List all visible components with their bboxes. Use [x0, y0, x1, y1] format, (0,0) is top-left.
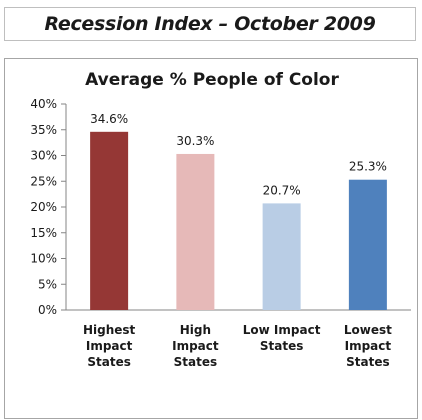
- category-label: Impact: [172, 339, 219, 353]
- data-label: 34.6%: [90, 112, 128, 126]
- y-tick-label: 30%: [30, 149, 57, 163]
- header-title: Recession Index – October 2009: [44, 13, 376, 35]
- bars: [90, 131, 387, 310]
- y-tick-label: 10%: [30, 252, 57, 266]
- bar: [262, 203, 301, 310]
- category-labels: Highest Impact States High Impact States Low I…: [83, 323, 392, 369]
- data-label: 20.7%: [263, 183, 301, 197]
- category-label: Lowest: [344, 323, 392, 337]
- data-labels: 34.6% 30.3% 20.7% 25.3%: [90, 112, 387, 198]
- data-label: 30.3%: [176, 134, 214, 148]
- category-label: States: [174, 355, 218, 369]
- chart-title: Average % People of Color: [85, 70, 339, 90]
- category-label: Impact: [345, 339, 392, 353]
- chart-frame: Average % People of Color 40% 35% 30% 25% 20…: [4, 58, 418, 419]
- category-label: Highest: [83, 323, 136, 337]
- y-tick-label: 40%: [30, 97, 57, 111]
- category-label: High: [180, 323, 211, 337]
- y-ticks: 40% 35% 30% 25% 20% 15% 10% 5% 0%: [30, 97, 66, 317]
- category-label: Low Impact: [243, 323, 321, 337]
- y-tick-label: 0%: [38, 303, 57, 317]
- bar: [90, 131, 129, 310]
- bar: [348, 179, 387, 310]
- y-tick-label: 20%: [30, 200, 57, 214]
- bar: [176, 153, 215, 310]
- y-tick-label: 25%: [30, 174, 57, 188]
- data-label: 25.3%: [349, 160, 387, 174]
- category-label: States: [87, 355, 131, 369]
- category-label: States: [346, 355, 390, 369]
- category-label: Impact: [86, 339, 133, 353]
- y-tick-label: 35%: [30, 123, 57, 137]
- y-tick-label: 5%: [38, 277, 57, 291]
- category-label: States: [260, 339, 304, 353]
- header-box: Recession Index – October 2009: [4, 7, 416, 41]
- bar-chart: Average % People of Color 40% 35% 30% 25% 20…: [30, 70, 411, 369]
- y-tick-label: 15%: [30, 226, 57, 240]
